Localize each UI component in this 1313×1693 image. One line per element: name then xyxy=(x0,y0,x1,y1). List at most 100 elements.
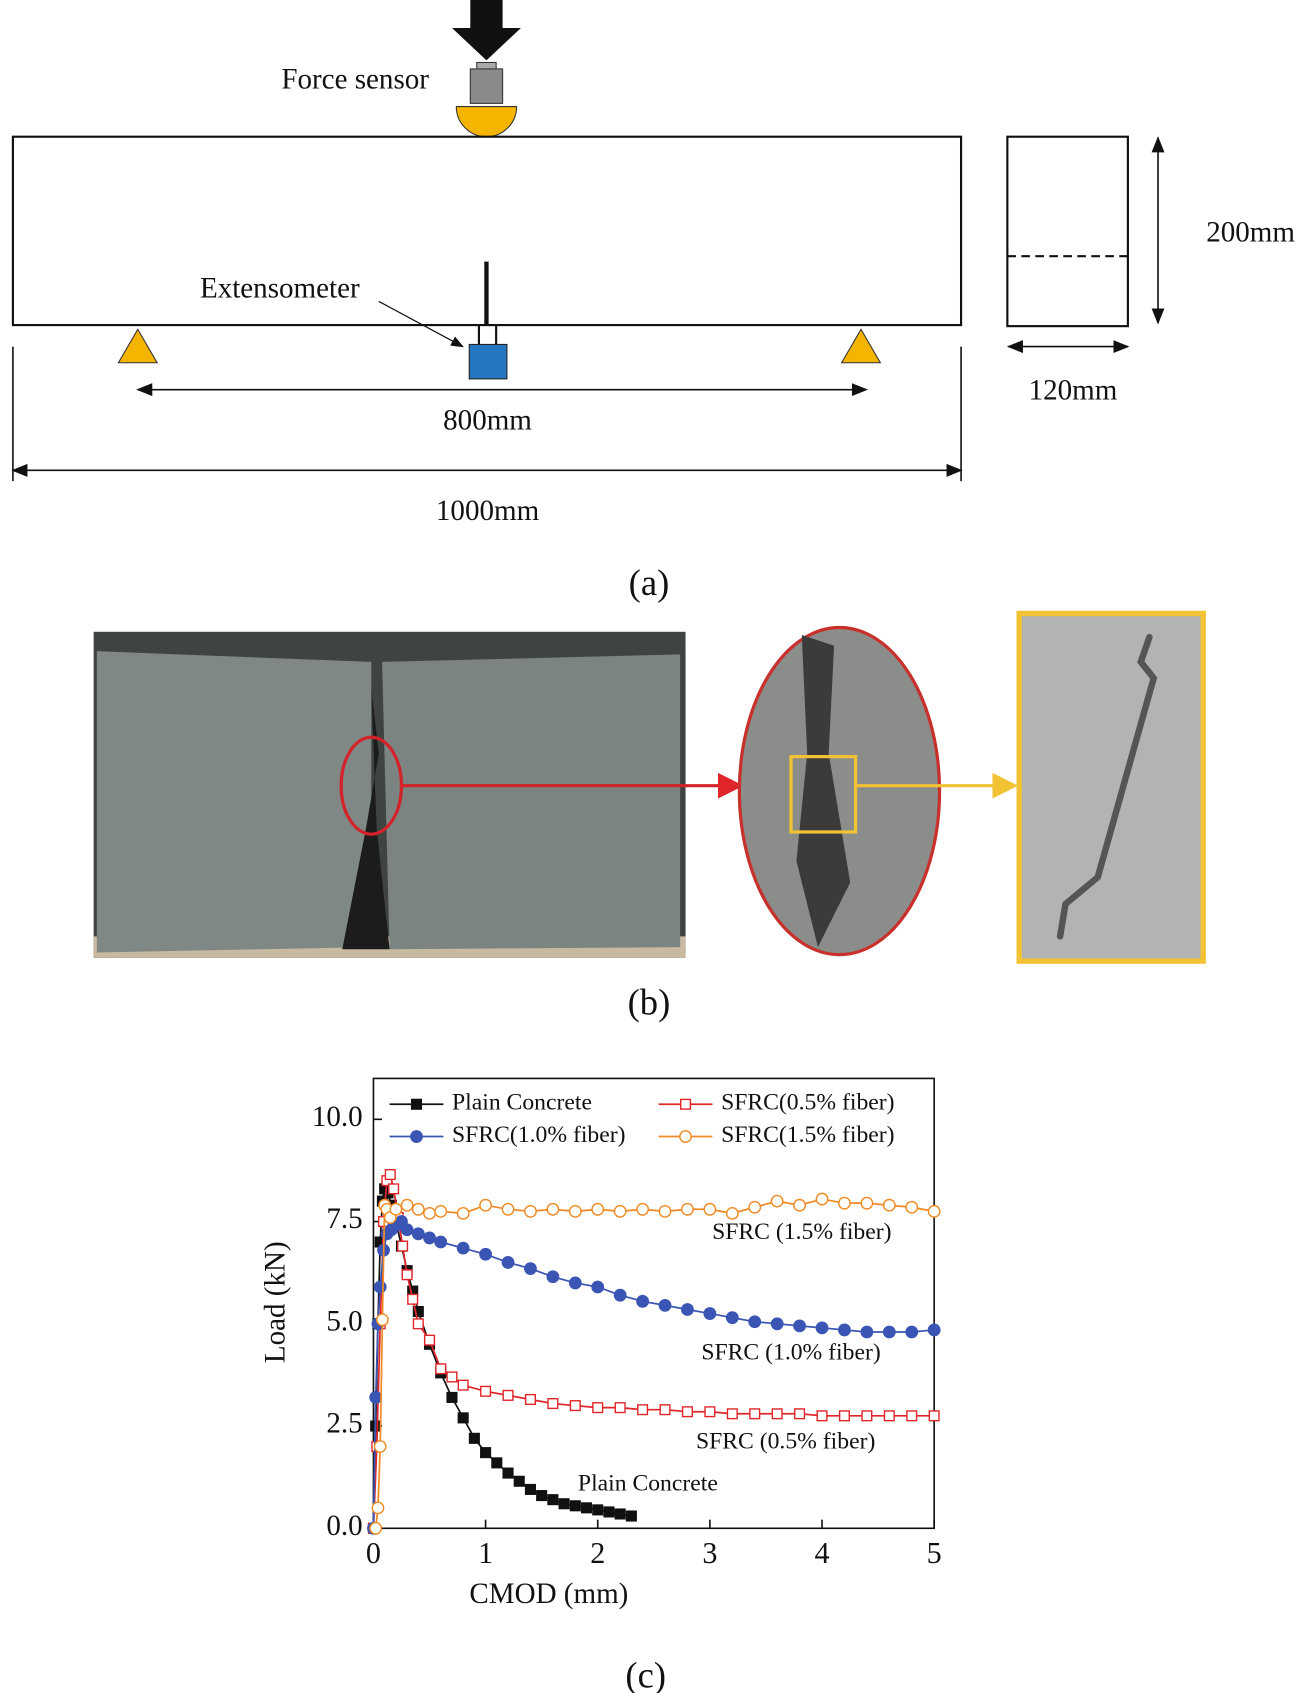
legend-label: SFRC(0.5% fiber) xyxy=(721,1090,894,1116)
x-axis-title: CMOD (mm) xyxy=(469,1578,628,1610)
marker xyxy=(613,1204,627,1218)
fiber-photo xyxy=(1016,610,1206,964)
marker xyxy=(491,1457,503,1469)
marker xyxy=(726,1408,738,1420)
legend-label: SFRC(1.5% fiber) xyxy=(721,1122,894,1148)
marker xyxy=(816,1410,828,1422)
marker xyxy=(412,1318,424,1330)
marker xyxy=(400,1198,414,1212)
crack xyxy=(342,688,390,950)
marker xyxy=(547,1494,559,1506)
marker xyxy=(501,1256,515,1269)
support xyxy=(840,328,882,364)
extensometer xyxy=(468,343,508,380)
beam-half xyxy=(382,654,681,950)
legend-marker xyxy=(680,1098,692,1110)
annotation: Plain Concrete xyxy=(578,1471,718,1497)
marker xyxy=(636,1202,649,1216)
y-axis-title: Load (kN) xyxy=(259,1241,291,1363)
marker xyxy=(569,1400,581,1412)
span-label: 800mm xyxy=(443,405,532,437)
steel-fiber xyxy=(1056,633,1158,940)
marker xyxy=(568,1204,582,1218)
marker xyxy=(603,1506,615,1518)
force-sensor xyxy=(469,68,504,104)
marker xyxy=(407,1293,419,1305)
marker xyxy=(502,1389,514,1401)
marker xyxy=(905,1325,919,1339)
marker xyxy=(613,1288,627,1302)
marker xyxy=(480,1447,492,1459)
marker xyxy=(524,1262,537,1276)
marker xyxy=(479,1198,492,1212)
annotation: SFRC (1.0% fiber) xyxy=(701,1339,880,1365)
marker xyxy=(435,1363,447,1375)
marker xyxy=(703,1202,717,1216)
marker xyxy=(659,1404,671,1416)
marker xyxy=(569,1500,581,1512)
marker xyxy=(838,1323,851,1337)
marker xyxy=(905,1200,919,1214)
marker xyxy=(614,1508,626,1520)
marker xyxy=(524,1393,536,1406)
caption: (c) xyxy=(625,1654,666,1693)
marker xyxy=(468,1432,480,1444)
fiber-marker xyxy=(789,755,858,834)
y-tick-label: 7.5 xyxy=(326,1203,362,1235)
marker xyxy=(457,1379,469,1391)
marker xyxy=(423,1334,436,1346)
marker xyxy=(681,1202,694,1216)
marker xyxy=(446,1371,458,1383)
marker xyxy=(371,1501,385,1515)
marker xyxy=(794,1408,806,1420)
marker xyxy=(658,1299,672,1312)
marker xyxy=(524,1204,537,1218)
annotation: SFRC (1.5% fiber) xyxy=(712,1219,891,1245)
marker xyxy=(479,1247,492,1261)
marker xyxy=(793,1198,806,1212)
marker xyxy=(401,1269,413,1281)
x-tick-label: 1 xyxy=(478,1536,493,1570)
marker xyxy=(502,1467,514,1479)
x-tick-label: 4 xyxy=(814,1536,829,1570)
marker xyxy=(456,1241,470,1255)
marker xyxy=(625,1510,637,1522)
annotation: SFRC (0.5% fiber) xyxy=(696,1429,875,1455)
marker xyxy=(928,1410,940,1422)
beam-diagram: Force sensor Extensometer 800mm 1000mm 2… xyxy=(11,0,1295,603)
marker xyxy=(838,1196,851,1210)
marker xyxy=(546,1202,560,1216)
legend-marker xyxy=(679,1130,692,1143)
marker xyxy=(373,1280,387,1294)
marker xyxy=(411,1227,425,1241)
cross-section xyxy=(1006,135,1129,328)
x-tick-label: 3 xyxy=(702,1536,717,1570)
legend-label: SFRC(1.0% fiber) xyxy=(452,1122,625,1148)
marker xyxy=(591,1202,605,1216)
marker xyxy=(434,1235,448,1249)
load-head xyxy=(455,106,518,138)
marker xyxy=(412,1305,424,1318)
marker xyxy=(480,1385,492,1397)
marker xyxy=(906,1410,918,1422)
marker xyxy=(882,1325,896,1339)
crack-zoom xyxy=(737,625,942,957)
marker xyxy=(592,1504,604,1516)
photo-panel: (b) xyxy=(93,610,1206,1023)
marker xyxy=(591,1280,605,1294)
marker xyxy=(771,1408,783,1420)
marker xyxy=(748,1200,762,1214)
marker xyxy=(860,1325,874,1339)
marker xyxy=(883,1410,895,1422)
marker xyxy=(546,1270,560,1284)
extensometer-label: Extensometer xyxy=(200,272,360,304)
marker xyxy=(658,1204,672,1218)
y-tick-label: 0.0 xyxy=(326,1510,362,1542)
legend-label: Plain Concrete xyxy=(452,1090,592,1116)
marker xyxy=(389,1202,403,1216)
marker xyxy=(547,1398,559,1410)
marker xyxy=(423,1206,436,1220)
marker xyxy=(373,1440,387,1453)
